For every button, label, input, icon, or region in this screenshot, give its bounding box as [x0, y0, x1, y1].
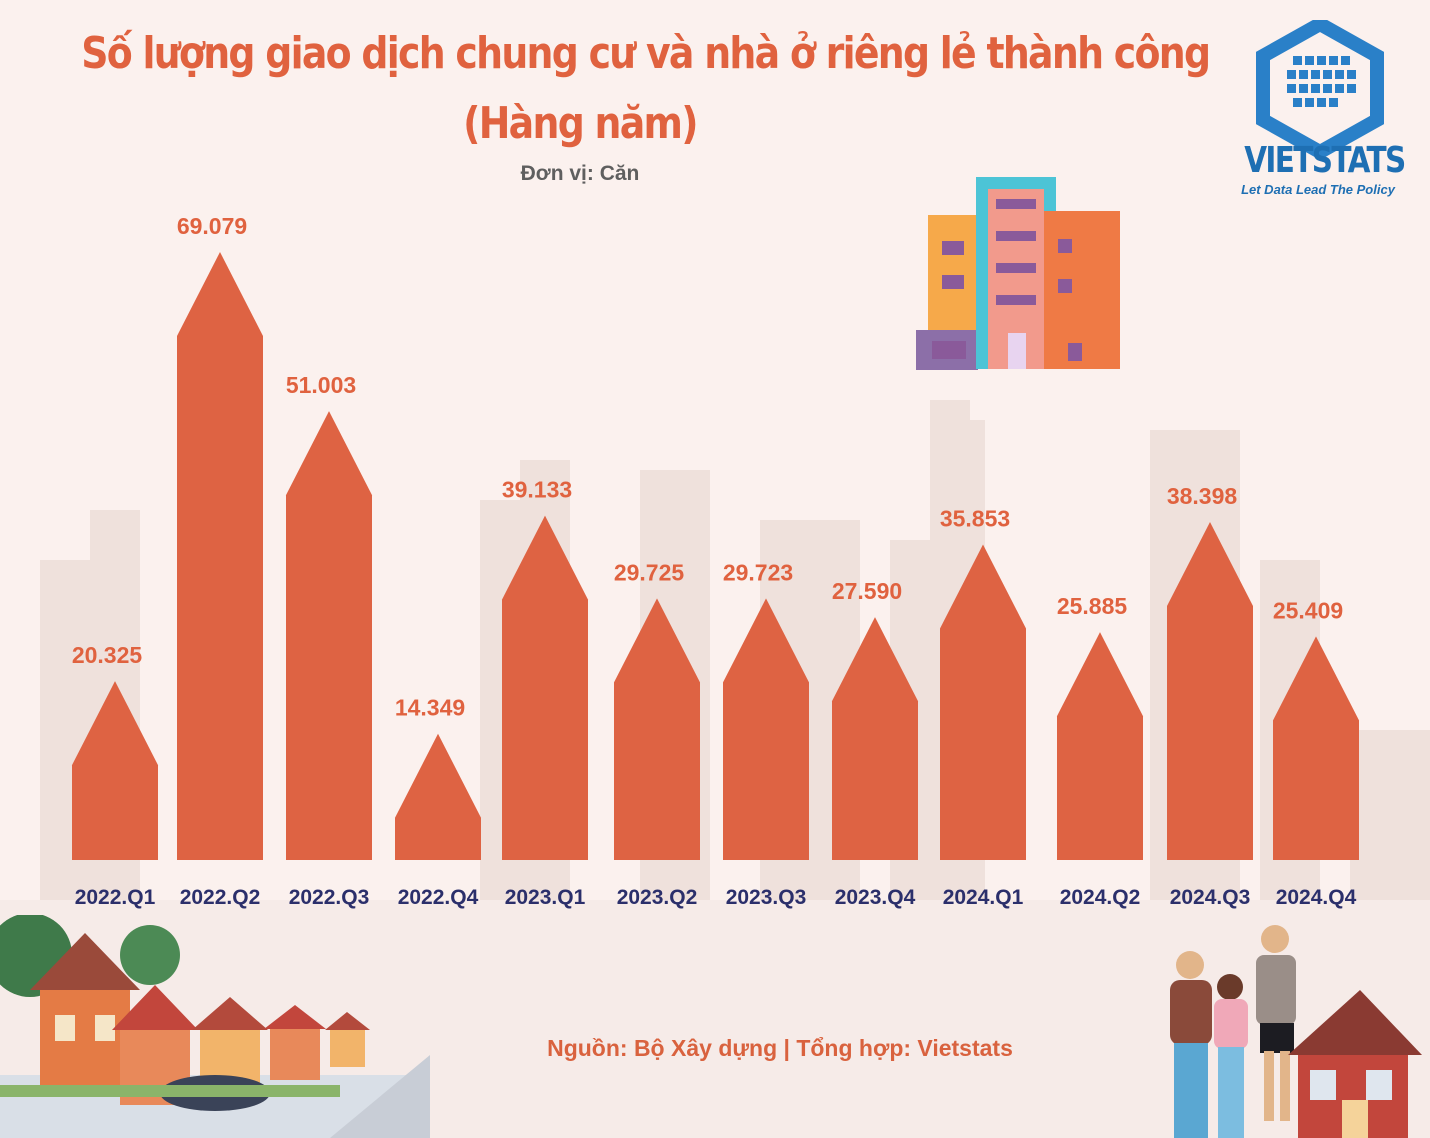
bar-2023.Q2: [614, 598, 700, 860]
category-label: 2024.Q1: [943, 886, 1024, 909]
category-label: 2023.Q2: [617, 886, 698, 909]
bar-2023.Q3: [723, 598, 809, 860]
category-label: 2022.Q2: [180, 886, 261, 909]
value-label: 29.723: [723, 559, 793, 585]
unit-label: Đơn vị: Căn: [520, 162, 640, 185]
bar-2022.Q2: [177, 252, 263, 860]
bar-2024.Q4: [1273, 636, 1359, 860]
value-label: 25.885: [1057, 593, 1128, 619]
bar-2022.Q4: [395, 733, 481, 860]
category-label: 2022.Q3: [289, 886, 370, 909]
logo-name: VIETSTATS: [1244, 140, 1406, 181]
apartment-building-icon: [916, 177, 1120, 370]
category-label: 2024.Q3: [1170, 886, 1251, 909]
category-label: 2024.Q4: [1276, 886, 1357, 909]
category-label: 2023.Q1: [505, 886, 586, 909]
vietstats-logo-icon: [1256, 20, 1384, 161]
value-label: 39.133: [502, 477, 572, 503]
value-label: 27.590: [832, 578, 902, 604]
value-label: 38.398: [1167, 483, 1238, 509]
chart-subtitle: (Hàng năm): [463, 98, 698, 149]
value-label: 69.079: [177, 213, 247, 239]
bar-2024.Q2: [1057, 632, 1143, 860]
bar-2022.Q3: [286, 411, 372, 860]
bar-2023.Q4: [832, 617, 918, 860]
value-label: 25.409: [1273, 597, 1343, 623]
bar-2024.Q1: [940, 544, 1026, 860]
suburban-houses-illustration: [0, 915, 430, 1138]
category-label: 2022.Q1: [75, 886, 156, 909]
value-label: 20.325: [72, 642, 143, 668]
chart-title: Số lượng giao dịch chung cư và nhà ở riê…: [81, 28, 1211, 79]
bar-2024.Q3: [1167, 522, 1253, 860]
category-label: 2023.Q3: [726, 886, 807, 909]
source-note: Nguồn: Bộ Xây dựng | Tổng hợp: Vietstats: [547, 1035, 1013, 1061]
category-label: 2023.Q4: [835, 886, 916, 909]
bar-2022.Q1: [72, 681, 158, 860]
logo-tagline: Let Data Lead The Policy: [1241, 182, 1395, 197]
category-label: 2024.Q2: [1060, 886, 1141, 909]
value-label: 29.725: [614, 559, 685, 585]
value-label: 35.853: [940, 505, 1010, 531]
bar-2023.Q1: [502, 515, 588, 860]
value-label: 51.003: [286, 372, 356, 398]
category-label: 2022.Q4: [398, 886, 479, 909]
family-realtor-illustration: [1170, 925, 1422, 1138]
value-label: 14.349: [395, 695, 465, 721]
